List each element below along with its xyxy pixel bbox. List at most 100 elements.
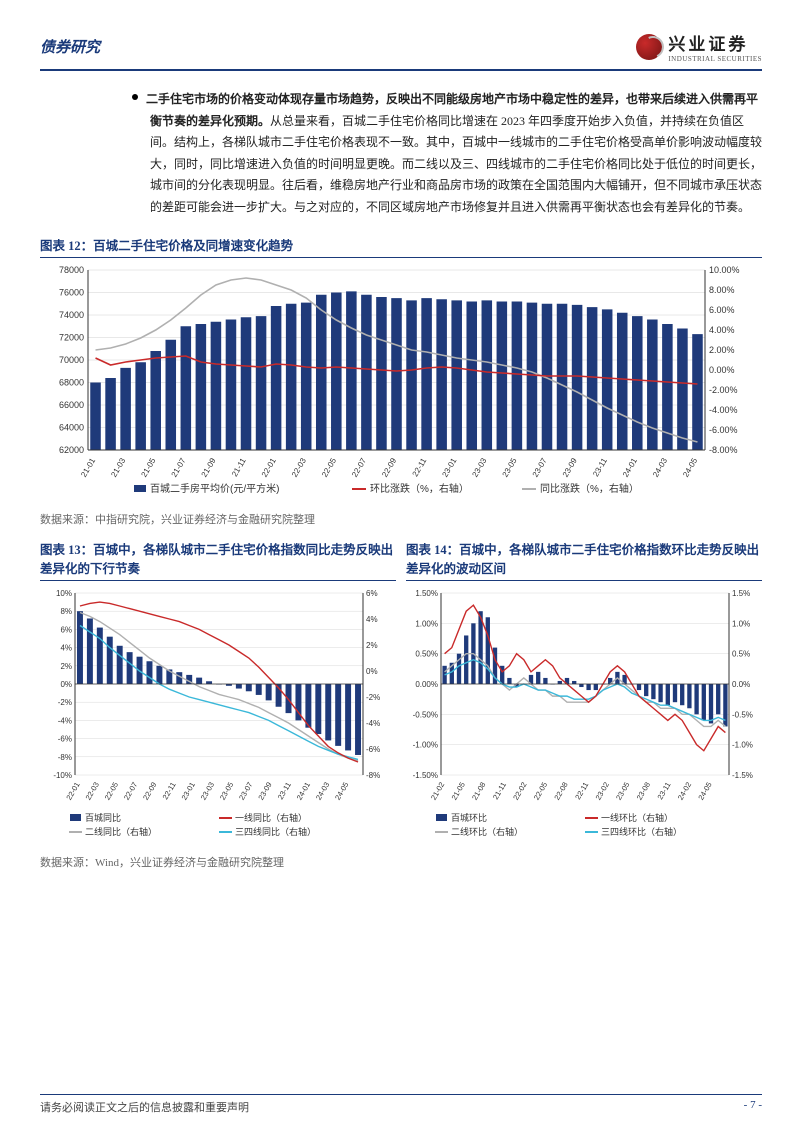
- svg-text:2.00%: 2.00%: [709, 345, 735, 355]
- svg-text:三四线环比（右轴）: 三四线环比（右轴）: [601, 826, 682, 837]
- fig12-source: 数据来源：中指研究院，兴业证券经济与金融研究院整理: [40, 511, 762, 527]
- svg-text:22-05: 22-05: [320, 456, 338, 479]
- svg-text:-10%: -10%: [53, 771, 72, 780]
- svg-text:-6%: -6%: [58, 734, 72, 743]
- svg-text:22-09: 22-09: [380, 456, 398, 479]
- svg-text:68000: 68000: [59, 377, 84, 387]
- svg-text:23-02: 23-02: [594, 780, 611, 801]
- logo-cn: 兴业证券: [668, 30, 762, 55]
- svg-text:-6.00%: -6.00%: [709, 425, 738, 435]
- svg-text:23-09: 23-09: [256, 780, 273, 801]
- footer-page: - 7 -: [744, 1099, 762, 1115]
- svg-text:23-11: 23-11: [276, 780, 293, 801]
- svg-text:-4%: -4%: [366, 719, 380, 728]
- svg-text:4.00%: 4.00%: [709, 325, 735, 335]
- svg-text:24-05: 24-05: [333, 780, 350, 801]
- fig13-chart: -10%-8%-6%-4%-2%0%2%4%6%8%10%-8%-6%-4%-2…: [40, 585, 396, 850]
- svg-text:21-11: 21-11: [230, 456, 248, 478]
- svg-text:1.00%: 1.00%: [415, 619, 438, 628]
- svg-text:4%: 4%: [60, 643, 72, 652]
- svg-text:24-05: 24-05: [681, 456, 699, 479]
- fig14-title: 图表 14：百城中，各梯队城市二手住宅价格指数环比走势反映出差异化的波动区间: [406, 539, 762, 581]
- svg-text:21-01: 21-01: [79, 456, 97, 479]
- svg-text:21-07: 21-07: [170, 456, 188, 479]
- svg-text:23-07: 23-07: [237, 780, 254, 801]
- svg-text:23-05: 23-05: [218, 780, 235, 801]
- svg-text:-1.0%: -1.0%: [732, 740, 753, 749]
- svg-text:百城二手房平均价(元/平方米): 百城二手房平均价(元/平方米): [150, 482, 279, 495]
- fig13-title: 图表 13：百城中，各梯队城市二手住宅价格指数同比走势反映出差异化的下行节奏: [40, 539, 396, 581]
- page-footer: 请务必阅读正文之后的信息披露和重要声明 - 7 -: [40, 1094, 762, 1115]
- svg-text:22-08: 22-08: [552, 780, 569, 801]
- svg-text:23-01: 23-01: [440, 456, 458, 479]
- svg-text:22-05: 22-05: [532, 780, 549, 801]
- svg-text:-0.50%: -0.50%: [413, 710, 438, 719]
- svg-text:22-02: 22-02: [511, 780, 528, 801]
- svg-text:2%: 2%: [60, 661, 72, 670]
- svg-text:24-01: 24-01: [295, 780, 312, 801]
- svg-text:-1.5%: -1.5%: [732, 771, 753, 780]
- svg-text:23-11: 23-11: [656, 780, 673, 801]
- svg-text:66000: 66000: [59, 400, 84, 410]
- svg-text:二线同比（右轴）: 二线同比（右轴）: [85, 826, 157, 837]
- svg-text:0.50%: 0.50%: [415, 649, 438, 658]
- svg-text:23-11: 23-11: [591, 456, 609, 478]
- svg-text:21-05: 21-05: [139, 456, 157, 479]
- svg-text:10.00%: 10.00%: [709, 265, 740, 275]
- svg-text:-4.00%: -4.00%: [709, 405, 738, 415]
- svg-text:-0.5%: -0.5%: [732, 710, 753, 719]
- svg-text:22-05: 22-05: [103, 780, 120, 801]
- svg-text:同比涨跌（%，右轴）: 同比涨跌（%，右轴）: [540, 482, 639, 495]
- svg-text:-8.00%: -8.00%: [709, 445, 738, 455]
- header-title: 债券研究: [40, 36, 100, 57]
- svg-text:-1.00%: -1.00%: [413, 740, 438, 749]
- svg-text:二线环比（右轴）: 二线环比（右轴）: [451, 826, 523, 837]
- svg-text:-6%: -6%: [366, 745, 380, 754]
- svg-text:22-03: 22-03: [84, 780, 101, 801]
- svg-text:21-05: 21-05: [450, 780, 467, 801]
- logo-en: INDUSTRIAL SECURITIES: [668, 55, 762, 63]
- svg-text:一线同比（右轴）: 一线同比（右轴）: [235, 812, 307, 823]
- svg-text:6%: 6%: [366, 589, 378, 598]
- svg-text:21-03: 21-03: [109, 456, 127, 479]
- svg-text:21-09: 21-09: [200, 456, 218, 479]
- svg-text:22-01: 22-01: [64, 780, 81, 801]
- svg-text:22-11: 22-11: [411, 456, 429, 478]
- svg-text:24-05: 24-05: [696, 780, 713, 801]
- svg-text:0.0%: 0.0%: [732, 680, 750, 689]
- svg-text:0.00%: 0.00%: [709, 365, 735, 375]
- logo-icon: [636, 34, 662, 60]
- svg-text:0.00%: 0.00%: [415, 680, 438, 689]
- svg-text:百城同比: 百城同比: [85, 812, 121, 823]
- svg-text:百城环比: 百城环比: [451, 812, 487, 823]
- svg-text:-4%: -4%: [58, 716, 72, 725]
- svg-text:10%: 10%: [56, 589, 72, 598]
- fig12-title: 图表 12：百城二手住宅价格及同增速变化趋势: [40, 235, 762, 258]
- svg-text:24-01: 24-01: [621, 456, 639, 479]
- svg-text:23-03: 23-03: [470, 456, 488, 479]
- svg-text:22-07: 22-07: [350, 456, 368, 479]
- svg-text:22-11: 22-11: [161, 780, 178, 801]
- svg-text:0%: 0%: [366, 667, 378, 676]
- svg-text:1.5%: 1.5%: [732, 589, 750, 598]
- page-header: 债券研究 兴业证券 INDUSTRIAL SECURITIES: [40, 30, 762, 71]
- svg-text:6.00%: 6.00%: [709, 305, 735, 315]
- svg-text:22-01: 22-01: [260, 456, 278, 479]
- svg-text:0.5%: 0.5%: [732, 649, 750, 658]
- svg-text:64000: 64000: [59, 422, 84, 432]
- svg-text:0%: 0%: [60, 680, 72, 689]
- fig14-chart: -1.50%-1.00%-0.50%0.00%0.50%1.00%1.50%-1…: [406, 585, 762, 850]
- fig12-chart: 6200064000660006800070000720007400076000…: [40, 262, 762, 507]
- para-rest: 从总量来看，百城二手住宅价格同比增速在 2023 年四季度开始步入负值，并持续在…: [150, 114, 762, 214]
- svg-text:23-05: 23-05: [501, 456, 519, 479]
- svg-text:-8%: -8%: [58, 752, 72, 761]
- svg-text:23-09: 23-09: [561, 456, 579, 479]
- svg-text:76000: 76000: [59, 287, 84, 297]
- svg-text:22-07: 22-07: [122, 780, 139, 801]
- svg-text:78000: 78000: [59, 265, 84, 275]
- fig1314-source: 数据来源：Wind，兴业证券经济与金融研究院整理: [40, 854, 762, 870]
- svg-text:2%: 2%: [366, 641, 378, 650]
- bullet-icon: [132, 94, 138, 100]
- svg-text:70000: 70000: [59, 355, 84, 365]
- svg-text:一线环比（右轴）: 一线环比（右轴）: [601, 812, 673, 823]
